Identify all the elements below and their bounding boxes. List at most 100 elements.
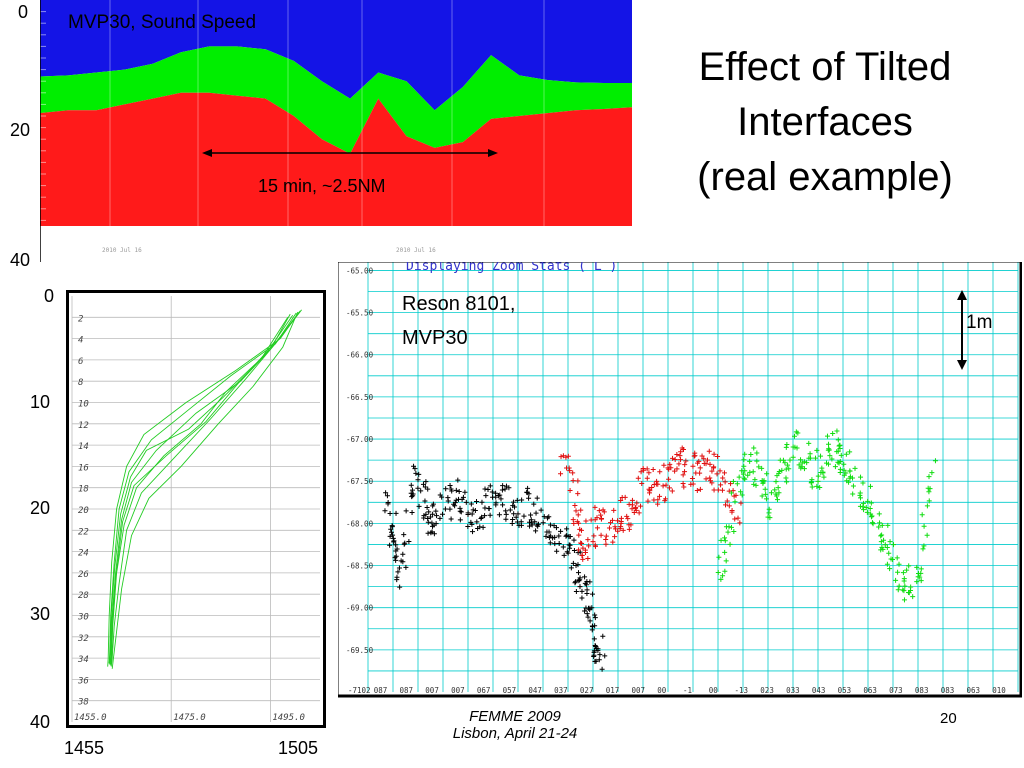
sounding-point <box>858 474 864 480</box>
sounding-point <box>723 502 729 508</box>
sounding-point <box>681 484 687 490</box>
sounding-point <box>741 457 747 463</box>
sounding-point <box>567 468 573 474</box>
sounding-point <box>433 521 439 527</box>
sounding-point <box>594 515 600 521</box>
sounding-point <box>689 475 695 481</box>
sounding-point <box>482 486 488 492</box>
sounding-point <box>672 456 678 462</box>
sounding-point <box>895 569 901 575</box>
footer-conference: FEMME 2009 Lisbon, April 21-24 <box>410 708 620 742</box>
sounding-point <box>583 582 589 588</box>
sounding-point <box>847 449 853 455</box>
sounding-point <box>639 481 645 487</box>
sounding-point <box>409 487 415 493</box>
sounding-point <box>676 461 682 467</box>
sounding-point <box>590 539 596 545</box>
sounding-point <box>783 444 789 450</box>
sounding-point <box>437 492 443 498</box>
sounding-point <box>514 497 520 503</box>
section-y-tick-20: 20 <box>10 120 31 140</box>
sounding-point <box>485 487 491 493</box>
sounding-point <box>430 511 436 517</box>
sounding-point <box>884 544 890 550</box>
sounding-point <box>666 476 672 482</box>
sounding-point <box>426 509 432 515</box>
sounding-point <box>783 475 789 481</box>
sounding-point <box>416 503 422 509</box>
sounding-point <box>592 504 598 510</box>
sounding-point <box>801 466 807 472</box>
section-title: MVP30, Sound Speed <box>68 12 256 33</box>
profile-inner-y-label: 18 <box>78 485 89 495</box>
sounding-point <box>610 539 616 545</box>
sounding-point <box>847 468 853 474</box>
sounding-point <box>904 567 910 573</box>
sounding-point <box>876 524 882 530</box>
scatter-y-tick-label: -68.00 <box>346 519 374 528</box>
sounding-point <box>884 561 890 567</box>
sounding-point <box>447 506 453 512</box>
sounding-point <box>798 457 804 463</box>
sounding-point <box>571 547 577 553</box>
sounding-point <box>518 522 524 528</box>
sounding-point <box>382 508 388 514</box>
sounding-point <box>606 525 612 531</box>
sounding-point <box>629 502 635 508</box>
sounding-point <box>408 482 414 488</box>
sounding-point <box>773 491 779 497</box>
sounding-point <box>594 525 600 531</box>
sounding-point <box>850 483 856 489</box>
sounding-point <box>754 450 760 456</box>
sounding-point <box>591 533 597 539</box>
sounding-point <box>558 528 564 534</box>
sounding-point <box>397 584 403 590</box>
sounding-point <box>711 487 717 493</box>
sounding-point <box>678 457 684 463</box>
sounding-point <box>870 521 876 527</box>
sounding-point <box>740 471 746 477</box>
slide-title: Effect of Tilted Interfaces (real exampl… <box>640 40 1010 205</box>
sounding-point <box>918 570 924 576</box>
sounding-point <box>582 574 588 580</box>
scatter-x-tick-label: 00 <box>709 686 719 695</box>
sounding-point <box>487 512 493 518</box>
sounding-point <box>503 516 509 522</box>
sounding-point <box>565 550 571 556</box>
sound-velocity-profiles-chart: 24681012141618202224262830323436381455.0… <box>66 290 326 728</box>
sounding-point <box>776 470 782 476</box>
scatter-x-tick-label: 017 <box>606 686 620 695</box>
sounding-point <box>880 546 886 552</box>
sounding-point <box>670 455 676 461</box>
sounding-point <box>860 480 866 486</box>
sounding-point <box>742 476 748 482</box>
sounding-point <box>423 479 429 485</box>
sounding-point <box>431 531 437 537</box>
scatter-x-tick-label: 063 <box>863 686 877 695</box>
sounding-point <box>715 570 721 576</box>
scatter-x-tick-label: -1 <box>683 686 692 695</box>
sounding-point <box>785 462 791 468</box>
sounding-point <box>592 615 598 621</box>
duration-annotation: 15 min, ~2.5NM <box>258 176 386 196</box>
sounding-point <box>547 522 553 528</box>
sounding-point <box>841 467 847 473</box>
sounding-point <box>561 552 567 558</box>
sounding-point <box>420 481 426 487</box>
sounding-point <box>863 504 869 510</box>
sounding-point <box>455 477 461 483</box>
sounding-point <box>511 511 517 517</box>
sounding-point <box>400 559 406 565</box>
sounding-point <box>720 475 726 481</box>
sounding-point <box>704 457 710 463</box>
sounding-point <box>624 513 630 519</box>
sounding-point <box>661 462 667 468</box>
sounding-point <box>385 499 391 505</box>
sounding-point <box>701 456 707 462</box>
sounding-point <box>592 612 598 618</box>
sounding-point <box>832 464 838 470</box>
profile-inner-y-label: 38 <box>77 698 89 708</box>
sounding-point <box>587 618 593 624</box>
sounding-point <box>576 577 582 583</box>
sounding-point <box>718 576 724 582</box>
